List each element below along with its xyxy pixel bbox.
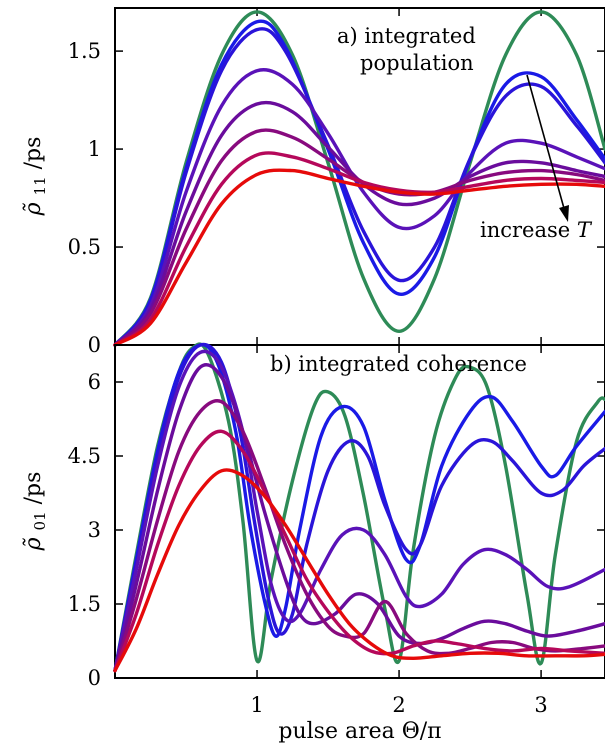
x-tick-label: 1: [250, 693, 263, 717]
panel-b-ytick-label: 3: [88, 518, 101, 542]
panel-a-annotation-line1: a) integrated: [337, 24, 476, 48]
panel-a-annotation-line2: population: [360, 51, 474, 75]
panel-b-ytick-label: 1.5: [68, 592, 101, 616]
panel-b-ylabel-main: ρ̃: [21, 537, 46, 551]
increase-arrow-head: [559, 205, 569, 222]
panel-b-annotation: b) integrated coherence: [270, 352, 527, 376]
panel-a-series-1: [113, 10, 605, 347]
panel-b-series-5: [113, 363, 605, 673]
increase-arrow-shaft: [526, 74, 566, 213]
panel-a-ylabel: ρ̃ 11 /ps: [21, 137, 51, 217]
x-axis-label: pulse area Θ/π: [278, 719, 441, 744]
panel-a-curves: [113, 10, 605, 347]
panel-b-series-4: [113, 349, 605, 673]
panel-a-population: 0 0.5 1 1.5 a) integrated population increa…: [21, 7, 605, 357]
x-tick-label: 2: [392, 693, 405, 717]
panel-b-coherence: 0 1.5 3 4.5 6 1 2 3 b) integrated coherence ρ̃ …: [21, 342, 605, 744]
panel-b-frame: [114, 344, 605, 679]
panel-b-series-8: [113, 468, 605, 673]
panel-b-series-1: [113, 342, 605, 673]
panel-a-series-3: [113, 27, 605, 347]
panel-a-ytick-label: 0: [88, 333, 101, 357]
panel-b-ytick-label: 0: [88, 666, 101, 690]
panel-b-ylabel: ρ̃ 01 /ps: [21, 472, 51, 552]
panel-b-ytick-label: 6: [88, 370, 101, 394]
panel-a-series-8: [113, 168, 605, 347]
panel-a-ytick-label: 1.5: [68, 39, 101, 63]
increase-label-var: T: [577, 218, 593, 242]
panel-b-ticks: 0 1.5 3 4.5 6 1 2 3: [68, 345, 605, 717]
increase-arrow: [526, 74, 569, 222]
panel-a-ytick-label: 0.5: [68, 235, 101, 259]
panel-a-ylabel-main: ρ̃: [21, 202, 46, 216]
x-tick-label: 3: [534, 693, 547, 717]
panel-a-ytick-label: 1: [88, 137, 101, 161]
increase-label-text: increase: [480, 218, 577, 242]
panel-b-ytick-label: 4.5: [68, 444, 101, 468]
panel-a-ylabel-sub: 11: [31, 176, 49, 195]
panel-b-curves: [113, 342, 605, 673]
panel-a-series-7: [113, 151, 605, 347]
panel-a-ticks: 0 0.5 1 1.5: [68, 8, 605, 357]
panel-b-ylabel-unit: /ps: [21, 472, 46, 505]
panel-b-series-3: [113, 342, 605, 673]
panel-b-series-7: [113, 429, 605, 673]
increase-T-label: increase T: [480, 218, 593, 242]
panel-b-ylabel-sub: 01: [31, 511, 49, 530]
panel-a-ylabel-unit: /ps: [21, 137, 46, 170]
